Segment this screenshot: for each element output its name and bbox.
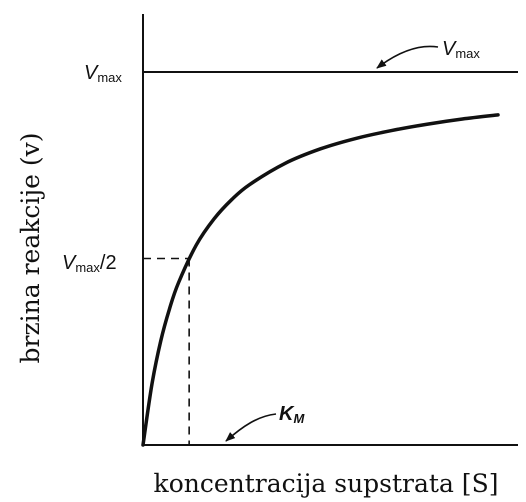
y-tick-vmax: Vmax bbox=[84, 62, 122, 85]
km-annotation-label: KM bbox=[279, 403, 305, 426]
velocity-curve bbox=[141, 113, 500, 447]
vmax-annotation-arrow bbox=[376, 45, 439, 69]
vmax-annotation-label: Vmax bbox=[442, 38, 480, 61]
x-axis-title: koncentracija supstrata [S] bbox=[154, 469, 499, 498]
y-tick-vmax-half: Vmax/2 bbox=[62, 252, 117, 275]
y-axis-title: brzina reakcije (v) bbox=[16, 133, 45, 364]
km-annotation-arrow bbox=[225, 413, 277, 442]
